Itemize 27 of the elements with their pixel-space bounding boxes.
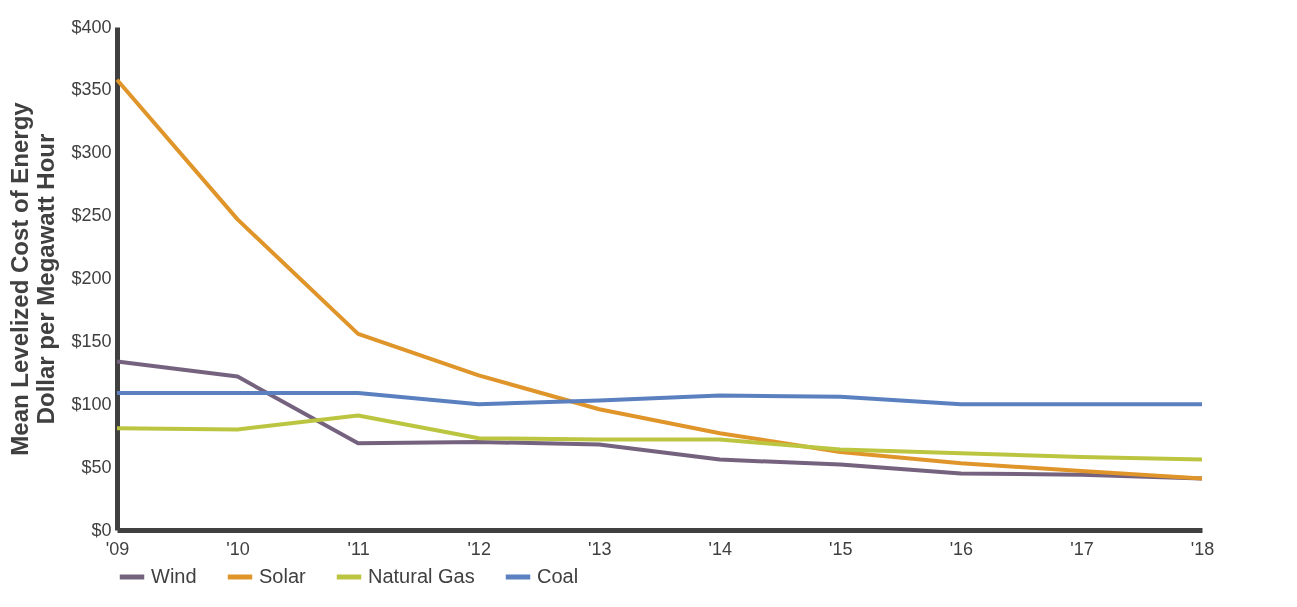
legend-label: Natural Gas — [368, 565, 475, 587]
x-tick-label: '11 — [347, 538, 370, 559]
legend-label: Solar — [259, 565, 307, 587]
x-tick-label: '12 — [467, 538, 491, 559]
x-tick-label: '18 — [1190, 538, 1215, 559]
legend-label: Coal — [537, 565, 579, 587]
x-tick-label: '16 — [949, 538, 974, 559]
y-tick-label: $150 — [71, 330, 112, 351]
x-tick-label: '14 — [708, 538, 733, 559]
line-series — [115, 77, 1204, 481]
y-tick-label: $400 — [71, 16, 112, 37]
x-tick-label: '17 — [1070, 538, 1094, 559]
y-tick-label: $200 — [71, 268, 112, 288]
y-tick-label: $50 — [81, 456, 112, 477]
legend-label: Wind — [151, 565, 197, 587]
x-tick-label: '15 — [829, 538, 853, 559]
y-tick-label: $300 — [71, 142, 112, 163]
y-axis-title: Mean Levelized Cost of Energy Dollar per Megawatt Hour — [6, 101, 60, 456]
y-tick-label: $350 — [71, 79, 112, 100]
x-tick-label: '13 — [587, 538, 612, 559]
y-tick-label: $250 — [71, 205, 112, 226]
y-tick-label: $100 — [71, 393, 112, 414]
y-tick-label: $0 — [91, 519, 112, 540]
line-series — [115, 390, 1204, 407]
x-tick-label: '09 — [105, 538, 130, 559]
line-series — [115, 413, 1204, 462]
x-tick-label: '10 — [226, 538, 250, 559]
